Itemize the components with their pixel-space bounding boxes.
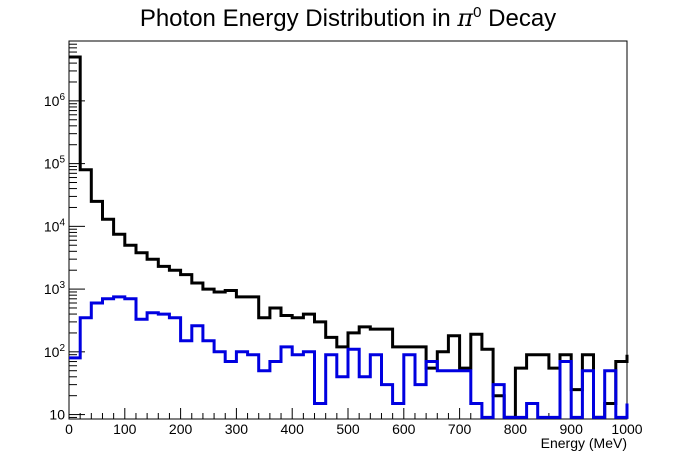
chart-title-prefix: Photon Energy Distribution in bbox=[139, 5, 458, 32]
y-tick-label: 106 bbox=[44, 92, 66, 109]
y-tick-label-exponent: 3 bbox=[59, 280, 65, 291]
y-tick-label-exponent: 2 bbox=[59, 343, 65, 354]
y-tick-label-base: 10 bbox=[44, 344, 60, 360]
x-tick-label: 100 bbox=[113, 421, 137, 437]
y-tick-label: 104 bbox=[44, 217, 66, 234]
y-tick-label-exponent: 5 bbox=[59, 155, 65, 166]
y-tick-label: 103 bbox=[44, 280, 66, 297]
y-tick-label: 102 bbox=[44, 343, 66, 360]
x-tick-label: 800 bbox=[504, 421, 528, 437]
y-tick-label-base: 10 bbox=[44, 281, 60, 297]
y-tick-label-base: 10 bbox=[44, 218, 60, 234]
y-tick-label-base: 10 bbox=[49, 407, 65, 423]
series-layer bbox=[69, 55, 629, 419]
histogram-series-2 bbox=[69, 295, 629, 419]
x-tick-label: 1000 bbox=[611, 421, 642, 437]
chart-title: Photon Energy Distribution in π0 Decay bbox=[0, 4, 696, 33]
x-tick-label: 500 bbox=[336, 421, 360, 437]
histogram-series-1 bbox=[69, 55, 629, 419]
x-tick-label: 900 bbox=[560, 421, 584, 437]
x-tick-labels: 0 100 200 300 400 500 600 700 800 900 1000 bbox=[65, 421, 643, 437]
chart-title-symbol: π bbox=[457, 4, 474, 32]
x-tick-label: 0 bbox=[65, 421, 73, 437]
x-tick-label: 400 bbox=[281, 421, 305, 437]
y-tick-label-exponent: 4 bbox=[59, 217, 65, 228]
x-tick-label: 300 bbox=[225, 421, 249, 437]
x-tick-label: 600 bbox=[392, 421, 416, 437]
y-tick-label: 105 bbox=[44, 155, 66, 172]
chart-title-suffix: Decay bbox=[481, 5, 557, 32]
y-tick-label: 10 bbox=[49, 407, 65, 423]
x-tick-label: 700 bbox=[448, 421, 472, 437]
x-axis-label: Energy (MeV) bbox=[541, 435, 627, 451]
y-tick-label-base: 10 bbox=[44, 156, 60, 172]
y-tick-label-base: 10 bbox=[44, 93, 60, 109]
x-tick-label: 200 bbox=[169, 421, 193, 437]
y-tick-label-exponent: 6 bbox=[59, 92, 65, 103]
chart-title-superscript: 0 bbox=[473, 4, 482, 21]
